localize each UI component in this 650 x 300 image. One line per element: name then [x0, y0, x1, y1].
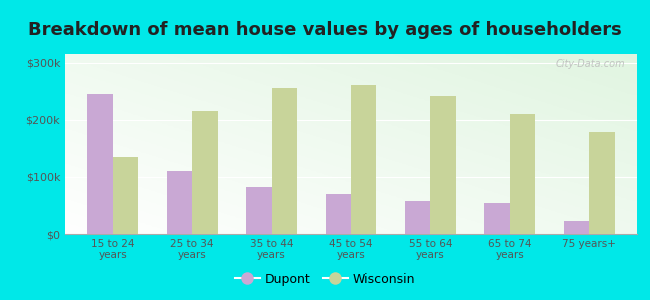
Bar	[405, 201, 430, 234]
Bar	[590, 132, 615, 234]
Text: City-Data.com: City-Data.com	[556, 59, 625, 69]
Bar	[166, 171, 192, 234]
Bar	[112, 157, 138, 234]
Bar	[430, 96, 456, 234]
Text: Breakdown of mean house values by ages of householders: Breakdown of mean house values by ages o…	[28, 21, 622, 39]
Bar	[351, 85, 376, 234]
Bar	[326, 194, 351, 234]
Bar	[192, 111, 218, 234]
Legend: Dupont, Wisconsin: Dupont, Wisconsin	[229, 268, 421, 291]
Bar	[246, 187, 272, 234]
Bar	[564, 221, 590, 234]
Bar	[272, 88, 297, 234]
Bar	[510, 114, 536, 234]
Bar	[484, 202, 510, 234]
Bar	[87, 94, 112, 234]
